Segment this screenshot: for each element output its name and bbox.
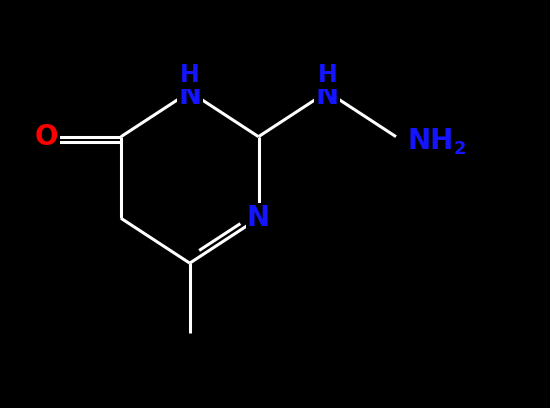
Text: NH: NH [407,127,453,155]
Text: 2: 2 [454,140,466,158]
Text: N: N [178,82,201,110]
Text: O: O [35,123,58,151]
Text: N: N [247,204,270,232]
Text: N: N [316,82,339,110]
Text: H: H [317,64,337,87]
Text: H: H [180,64,200,87]
